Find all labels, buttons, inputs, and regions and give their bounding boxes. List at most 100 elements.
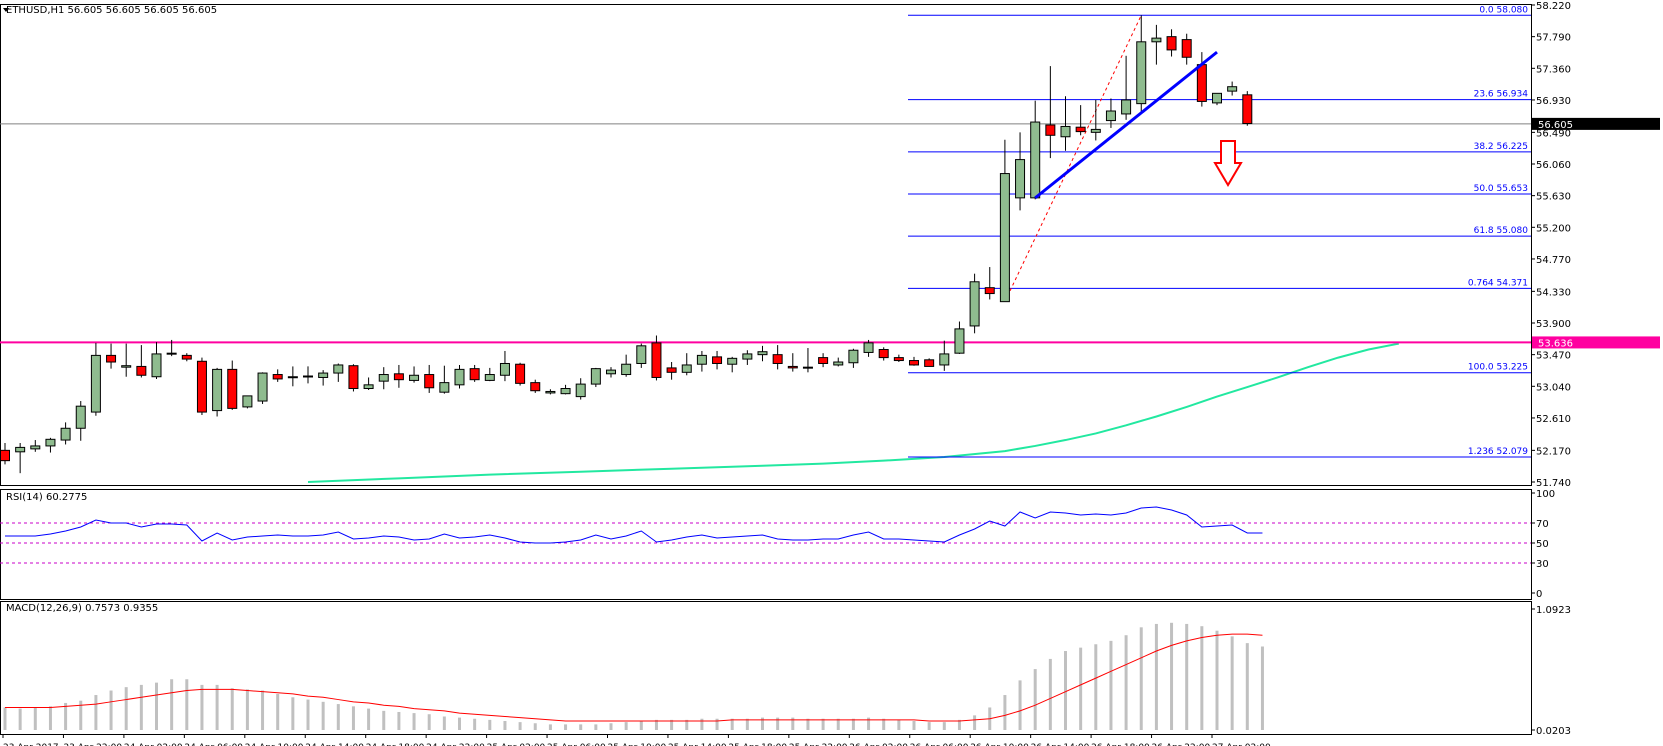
candle[interactable] — [545, 389, 556, 395]
candle[interactable] — [969, 273, 980, 334]
candle[interactable] — [90, 342, 101, 416]
candle[interactable] — [742, 350, 753, 365]
candle[interactable] — [833, 357, 844, 367]
candle[interactable] — [651, 335, 662, 381]
candle[interactable] — [848, 348, 859, 368]
candle[interactable] — [1151, 24, 1162, 65]
candle[interactable] — [454, 364, 465, 389]
candle[interactable] — [257, 372, 268, 404]
candle[interactable] — [378, 367, 389, 390]
candle[interactable] — [348, 364, 359, 392]
candle[interactable] — [863, 339, 874, 357]
candle[interactable] — [287, 366, 298, 387]
candle[interactable] — [499, 350, 510, 382]
fib-level-label: 23.6 56.934 — [1474, 90, 1529, 100]
candle[interactable] — [772, 345, 783, 370]
candle[interactable] — [909, 356, 919, 366]
candle[interactable] — [621, 354, 632, 377]
candle[interactable] — [136, 345, 147, 378]
candle[interactable] — [984, 267, 995, 300]
candle[interactable] — [802, 348, 813, 373]
candle[interactable] — [954, 321, 965, 354]
candle[interactable] — [181, 353, 192, 362]
time-tick-label: 27 Apr 02:00 — [1212, 743, 1271, 746]
candle[interactable] — [727, 356, 738, 373]
candle[interactable] — [712, 350, 723, 370]
candle[interactable] — [1227, 81, 1238, 96]
candle[interactable] — [484, 367, 495, 382]
dropdown-triangle-icon[interactable] — [3, 8, 9, 12]
candle-body-bear — [0, 449, 10, 462]
macd-histogram-bar — [791, 717, 795, 730]
candle[interactable] — [939, 340, 950, 371]
candle[interactable] — [393, 364, 404, 388]
candle[interactable] — [606, 367, 616, 378]
candle[interactable] — [212, 367, 223, 417]
candle[interactable] — [272, 369, 283, 382]
candle[interactable] — [1015, 132, 1026, 211]
candle[interactable] — [575, 378, 586, 400]
candle[interactable] — [560, 384, 571, 395]
candle[interactable] — [681, 353, 692, 376]
candle[interactable] — [60, 422, 71, 445]
candle[interactable] — [409, 366, 420, 383]
candle[interactable] — [196, 357, 207, 416]
candle[interactable] — [893, 354, 904, 363]
candle[interactable] — [75, 401, 86, 441]
candle[interactable] — [878, 347, 889, 361]
candle[interactable] — [1121, 55, 1132, 120]
candle-body-bull — [833, 361, 844, 366]
candle[interactable] — [106, 343, 117, 369]
candle[interactable] — [333, 363, 344, 382]
candle[interactable] — [227, 360, 238, 410]
candle[interactable] — [1060, 96, 1071, 151]
candle[interactable] — [696, 350, 707, 372]
candle[interactable] — [1212, 92, 1222, 106]
main-price-panel[interactable]: 58.220 57.790 57.360 56.930 56.490 56.060 55.6… — [0, 1, 1660, 489]
candle[interactable] — [439, 365, 450, 394]
candle[interactable] — [530, 379, 541, 393]
candle[interactable] — [787, 353, 798, 372]
candle[interactable] — [469, 364, 480, 382]
candle[interactable] — [1136, 15, 1147, 113]
macd-histogram-bar — [351, 706, 355, 730]
candle[interactable] — [363, 377, 374, 390]
candle[interactable] — [636, 343, 647, 368]
candle[interactable] — [151, 342, 162, 379]
resistance-price-tag — [1532, 336, 1660, 349]
macd-histogram-bar — [291, 697, 295, 730]
candle[interactable] — [999, 139, 1010, 303]
candle[interactable] — [515, 362, 526, 386]
candle[interactable] — [1166, 29, 1177, 57]
candle[interactable] — [45, 437, 56, 453]
rsi-panel[interactable]: 100 70 50 30 0 — [0, 489, 1555, 600]
candle[interactable] — [1181, 33, 1192, 65]
macd-histogram-bar — [579, 724, 583, 730]
candle[interactable] — [0, 442, 10, 465]
candle[interactable] — [242, 395, 253, 409]
candle[interactable] — [1075, 105, 1086, 136]
candle[interactable] — [590, 367, 601, 388]
candle[interactable] — [121, 343, 132, 377]
candle[interactable] — [1030, 100, 1041, 200]
candle[interactable] — [666, 362, 677, 380]
candle[interactable] — [1242, 91, 1253, 126]
candle[interactable] — [1105, 98, 1116, 128]
candle[interactable] — [15, 442, 26, 474]
candle[interactable] — [1045, 66, 1056, 159]
candle-body-bear — [984, 287, 995, 295]
candle[interactable] — [424, 364, 435, 393]
macd-histogram-bar — [1215, 630, 1219, 730]
candle[interactable] — [1090, 99, 1101, 141]
macd-panel[interactable]: 1.0923 0.0203 — [0, 601, 1572, 738]
candle[interactable] — [757, 345, 768, 362]
macd-histogram-bar — [1048, 658, 1052, 730]
candle[interactable] — [166, 339, 177, 357]
candle[interactable] — [318, 370, 329, 386]
candle[interactable] — [818, 353, 829, 368]
candle[interactable] — [924, 358, 935, 367]
candle[interactable] — [30, 440, 41, 452]
candle[interactable] — [303, 366, 313, 384]
candle-body-bull — [1015, 159, 1026, 199]
